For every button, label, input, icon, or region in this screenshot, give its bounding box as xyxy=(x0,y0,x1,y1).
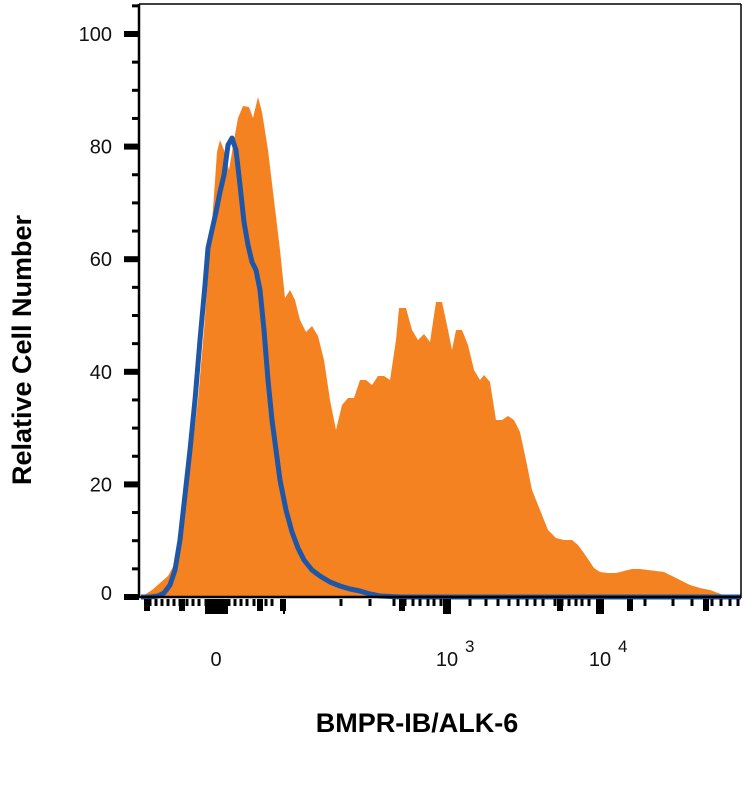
x-minor-tick xyxy=(574,599,578,606)
x-minor-tick xyxy=(439,599,443,606)
y-minor-tick xyxy=(132,511,139,515)
x-mid-tick xyxy=(703,599,709,611)
x-major-tick xyxy=(205,599,228,614)
y-tick-label: 20 xyxy=(90,474,112,496)
x-minor-tick xyxy=(484,599,488,606)
x-major-tick xyxy=(596,599,604,614)
y-tick-label: 80 xyxy=(90,137,112,159)
x-minor-tick xyxy=(580,599,584,606)
x-minor-tick xyxy=(227,599,231,606)
y-minor-tick xyxy=(132,173,139,177)
plot-frame xyxy=(124,3,742,599)
y-axis-title: Relative Cell Number xyxy=(7,214,37,485)
x-minor-tick xyxy=(392,599,396,606)
x-mid-tick xyxy=(257,599,263,611)
y-minor-tick xyxy=(132,426,139,430)
x-minor-tick xyxy=(533,599,537,606)
x-minor-tick xyxy=(264,599,268,606)
y-minor-tick xyxy=(132,342,139,346)
y-tick-label: 60 xyxy=(90,249,112,271)
y-major-tick xyxy=(124,143,139,150)
stained-histogram-filled xyxy=(141,97,741,597)
x-axis-tick-labels: 0 10 3 10 4 xyxy=(210,637,627,671)
x-tick-label: 0 xyxy=(210,649,221,671)
y-minor-tick xyxy=(132,314,139,317)
y-minor-tick xyxy=(132,4,139,8)
x-mid-tick xyxy=(627,599,633,611)
x-minor-tick xyxy=(245,599,249,606)
y-axis-tick-labels: 0 20 40 60 80 100 xyxy=(79,24,112,605)
x-minor-tick xyxy=(541,599,545,606)
x-minor-tick xyxy=(553,599,557,606)
x-minor-tick xyxy=(587,599,591,606)
y-minor-tick xyxy=(132,60,139,64)
x-minor-tick xyxy=(197,599,201,606)
y-tick-label: 40 xyxy=(90,362,112,384)
x-tick-exponent: 3 xyxy=(465,637,474,656)
x-minor-tick xyxy=(690,599,694,606)
x-mid-tick xyxy=(179,599,185,611)
x-minor-tick xyxy=(233,599,237,606)
y-tick-label: 0 xyxy=(101,583,112,605)
x-mid-tick xyxy=(144,599,150,611)
y-minor-tick xyxy=(132,454,139,458)
x-minor-tick xyxy=(154,599,158,606)
x-minor-tick xyxy=(643,599,647,606)
y-major-tick xyxy=(124,256,139,263)
y-major-tick xyxy=(124,368,139,375)
x-minor-tick xyxy=(719,599,723,606)
x-major-tick xyxy=(283,599,285,614)
x-minor-tick xyxy=(432,599,436,606)
x-axis-ticks xyxy=(144,599,740,614)
y-minor-tick xyxy=(132,539,139,543)
y-minor-tick xyxy=(132,398,139,402)
y-minor-tick xyxy=(132,567,139,571)
x-minor-tick xyxy=(516,599,520,606)
x-minor-tick xyxy=(185,599,189,606)
x-major-tick xyxy=(443,599,451,614)
x-minor-tick xyxy=(252,599,256,606)
y-minor-tick xyxy=(132,116,139,120)
x-minor-tick xyxy=(671,599,675,606)
x-minor-tick xyxy=(368,599,372,606)
x-axis-title: BMPR-IB/ALK-6 xyxy=(316,708,519,738)
isotype-control-outline xyxy=(141,135,741,600)
x-minor-tick xyxy=(411,599,415,606)
x-minor-tick xyxy=(191,599,195,606)
x-minor-tick xyxy=(710,599,714,606)
y-minor-tick xyxy=(132,285,139,289)
x-minor-tick xyxy=(239,599,243,606)
x-minor-tick xyxy=(736,599,740,606)
x-mid-tick xyxy=(399,599,405,611)
y-minor-tick xyxy=(132,88,139,92)
x-mid-tick xyxy=(557,599,563,611)
x-minor-tick xyxy=(468,599,472,606)
x-minor-tick xyxy=(160,599,164,606)
x-minor-tick xyxy=(496,599,500,606)
x-minor-tick xyxy=(426,599,430,606)
y-major-tick xyxy=(124,481,139,488)
x-minor-tick xyxy=(525,599,529,606)
x-minor-tick xyxy=(270,599,274,606)
x-minor-tick xyxy=(166,599,170,606)
y-major-tick xyxy=(124,594,139,600)
y-tick-label: 100 xyxy=(79,24,112,46)
x-minor-tick xyxy=(567,599,571,606)
x-minor-tick xyxy=(172,599,176,606)
x-tick-label: 10 xyxy=(589,649,611,671)
y-axis-ticks xyxy=(124,4,139,600)
x-minor-tick xyxy=(339,599,343,606)
x-minor-tick xyxy=(418,599,422,606)
y-minor-tick xyxy=(132,201,139,205)
plot-area xyxy=(141,97,741,600)
y-minor-tick xyxy=(132,229,139,233)
x-tick-label: 10 xyxy=(436,649,458,671)
y-major-tick xyxy=(124,31,139,37)
x-tick-exponent: 4 xyxy=(618,637,627,656)
x-minor-tick xyxy=(728,599,732,606)
x-minor-tick xyxy=(507,599,511,606)
